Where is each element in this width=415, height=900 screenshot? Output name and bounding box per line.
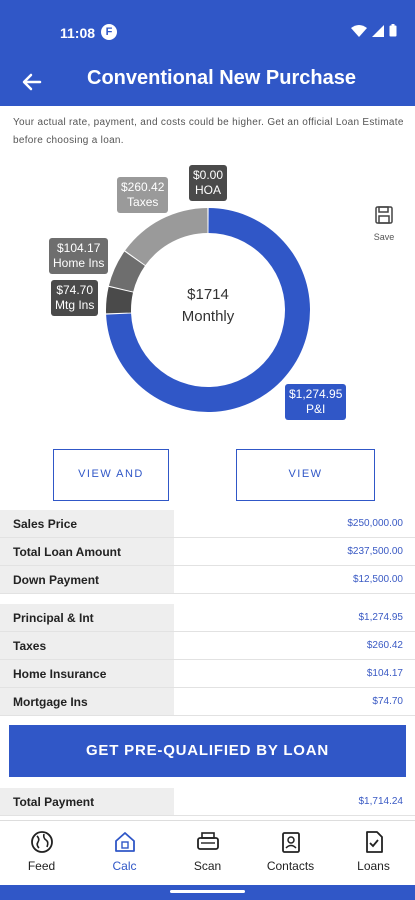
chart-center-amount: $1714 [187,286,229,303]
row-value: $237,500.00 [174,538,415,565]
bottom-navigation: Feed Calc Scan Contacts Loans [0,820,415,885]
save-label: Save [373,232,395,242]
battery-icon [389,24,397,37]
status-bar: 11:08 F [0,0,415,58]
arrow-left-icon [22,73,42,91]
row-label: Mortgage Ins [0,688,174,715]
total-label: Total Payment [0,788,174,815]
back-button[interactable] [16,66,48,98]
view-and-share-button[interactable]: VIEW AND SHARE [53,449,169,529]
pi-label: P&I [306,402,326,416]
nav-scan[interactable]: Scan [166,821,249,885]
chart-center-label: Monthly [181,308,235,325]
table-row: Principal & Int $1,274.95 [0,604,415,632]
taxes-amount: $260.42 [121,180,165,194]
row-value: $104.17 [174,660,415,687]
nav-feed[interactable]: Feed [0,821,83,885]
mtg-ins-label: Mtg Ins [55,298,95,312]
nav-calc[interactable]: Calc [83,821,166,885]
home-ins-tag: $104.17 Home Ins [49,238,109,274]
table-row: Sales Price $250,000.00 [0,510,415,538]
payment-breakdown-table: Principal & Int $1,274.95 Taxes $260.42 … [0,604,415,716]
document-check-icon [365,831,383,853]
save-button[interactable]: Save [368,205,400,242]
pi-amount: $1,274.95 [289,387,343,401]
status-icons [351,24,397,37]
row-label: Sales Price [0,510,174,537]
row-value: $12,500.00 [174,566,415,593]
hoa-label: HOA [195,183,222,197]
nav-label: Scan [193,859,222,873]
row-value: $1,274.95 [174,604,415,631]
hoa-amount: $0.00 [193,168,224,182]
get-prequalified-button[interactable]: GET PRE-QUALIFIED BY LOAN [9,725,406,777]
home-ins-amount: $104.17 [56,241,101,255]
app-bar: Conventional New Purchase [0,58,415,106]
nav-label: Contacts [266,859,315,873]
donut-slice-taxes [125,208,208,266]
row-value: $250,000.00 [174,510,415,537]
row-value: $74.70 [174,688,415,715]
mtg-ins-amount: $74.70 [56,283,94,297]
row-label: Taxes [0,632,174,659]
nav-label: Loans [357,859,390,873]
row-label: Principal & Int [0,604,174,631]
table-row: Taxes $260.42 [0,632,415,660]
table-row: Home Insurance $104.17 [0,660,415,688]
row-value: $260.42 [174,632,415,659]
page-title: Conventional New Purchase [87,67,356,89]
total-payment-table: Total Payment $1,714.24 [0,788,415,816]
calculator-home-icon [114,832,135,852]
row-label: Home Insurance [0,660,174,687]
globe-icon [30,831,53,853]
donut-slice-home-ins [108,251,145,292]
mtg-ins-tag: $74.70 Mtg Ins [51,280,99,316]
contact-card-icon [281,832,300,853]
app-notification-icon: F [101,24,117,40]
nav-contacts[interactable]: Contacts [249,821,332,885]
total-value: $1,714.24 [174,788,415,815]
pi-tag: $1,274.95 P&I [285,384,347,420]
view-amortization-button[interactable]: VIEW AMORTIZATION [236,449,375,529]
row-label: Down Payment [0,566,174,593]
loan-summary-table: Sales Price $250,000.00 Total Loan Amoun… [0,510,415,594]
table-row: Down Payment $12,500.00 [0,566,415,594]
table-row: Total Loan Amount $237,500.00 [0,538,415,566]
donut-slice-mtg-ins [106,286,134,314]
nav-label: Calc [112,859,137,873]
table-row: Mortgage Ins $74.70 [0,688,415,716]
wifi-icon [351,24,367,37]
row-label: Total Loan Amount [0,538,174,565]
taxes-tag: $260.42 Taxes [117,177,169,213]
floppy-disk-icon [375,206,393,224]
nav-label: Feed [27,859,56,873]
home-indicator[interactable] [170,890,245,893]
system-nav-bar [0,885,415,900]
taxes-label: Taxes [127,195,159,209]
disclaimer-text: Your actual rate, payment, and costs cou… [13,117,404,146]
signal-icon [372,24,384,37]
status-time: 11:08 [60,25,96,41]
hoa-tag: $0.00 HOA [189,165,228,201]
nav-loans[interactable]: Loans [332,821,415,885]
donut-svg [106,208,311,412]
table-row: Total Payment $1,714.24 [0,788,415,816]
home-ins-label: Home Ins [53,256,105,270]
scanner-icon [196,832,219,850]
payment-donut-chart: $1714 Monthly $0.00 HOA $260.42 Taxes $1… [0,160,415,430]
